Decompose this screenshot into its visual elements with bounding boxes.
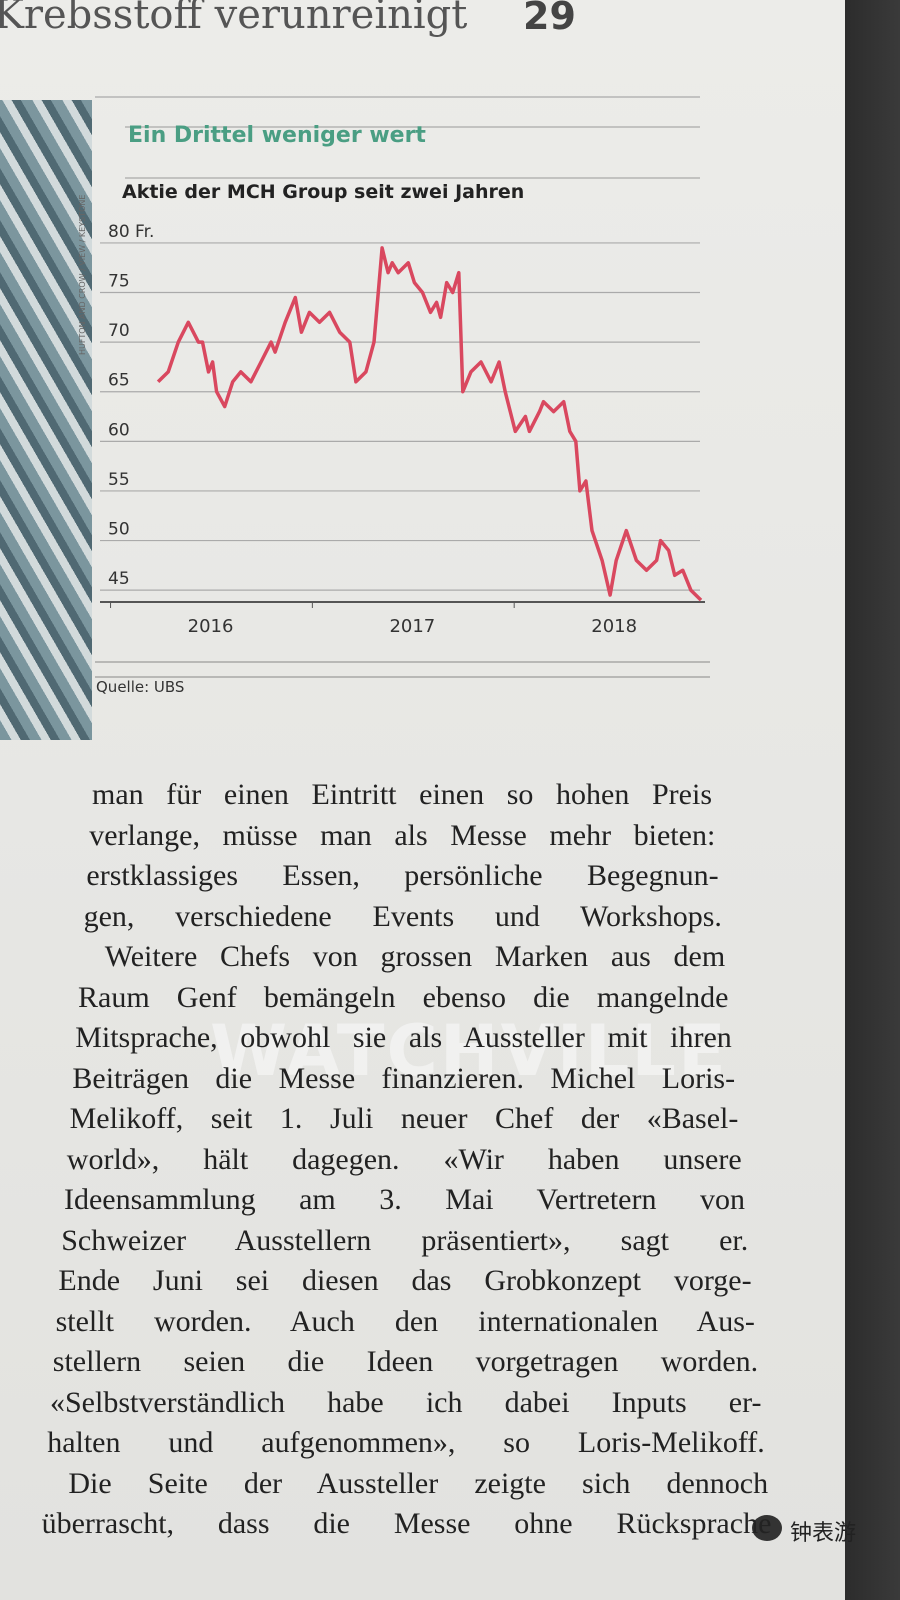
article-line: man für einen Eintritt einen so hohen Pr… bbox=[92, 778, 712, 811]
chart-title: Ein Drittel weniger wert bbox=[128, 123, 426, 148]
article-line: Die Seite der Aussteller zeigte sich den… bbox=[68, 1466, 769, 1500]
y-tick-label: 65 bbox=[108, 371, 130, 391]
article-line: Raum Genf bemängeln ebenso die mangelnde bbox=[78, 980, 729, 1014]
y-tick-label: 55 bbox=[108, 470, 130, 490]
x-tick-label: 2016 bbox=[188, 616, 234, 637]
y-tick-label: 75 bbox=[108, 272, 130, 292]
x-tick-label: 2018 bbox=[591, 616, 637, 637]
chart-subtitle: Aktie der MCH Group seit zwei Jahren bbox=[122, 181, 524, 203]
y-tick-label: 60 bbox=[108, 420, 130, 440]
article-line: Melikoff, seit 1. Juli neuer Chef der «B… bbox=[69, 1102, 739, 1135]
watermark: WATCHVILLE bbox=[210, 1010, 728, 1092]
article-line: Beiträgen die Messe finanzieren. Michel … bbox=[72, 1061, 736, 1095]
article-line: Mitsprache, obwohl sie als Aussteller mi… bbox=[75, 1021, 732, 1054]
article-line: «Selbstverständlich habe ich dabei Input… bbox=[50, 1385, 762, 1419]
chart: Ein Drittel weniger wert Aktie der MCH G… bbox=[95, 96, 710, 696]
article-line: Ende Juni sei diesen das Grobkonzept vor… bbox=[58, 1264, 752, 1297]
article-line: erstklassiges Essen, persönliche Begegnu… bbox=[86, 859, 719, 892]
brand: 钟表游 bbox=[790, 1521, 857, 1546]
y-tick-label: 50 bbox=[108, 520, 130, 540]
x-tick-label: 2017 bbox=[389, 616, 435, 637]
source: Quelle: UBS bbox=[96, 678, 184, 696]
article-line: Schweizer Ausstellern präsentiert», sagt… bbox=[61, 1223, 749, 1257]
article-line: Ideensammlung am 3. Mai Vertretern von bbox=[64, 1183, 745, 1216]
y-tick-label: 70 bbox=[108, 321, 130, 341]
logo bbox=[752, 1515, 782, 1541]
y-tick-label: 80 Fr. bbox=[108, 222, 154, 242]
price-line bbox=[156, 246, 703, 602]
article-line: halten und aufgenommen», so Loris-Meliko… bbox=[47, 1426, 765, 1459]
headline: Krebsstoff verunreinigt bbox=[0, 0, 468, 38]
photo bbox=[0, 100, 92, 740]
article-line: überrascht, dass die Messe ohne Rückspra… bbox=[41, 1507, 772, 1540]
article-line: stellern seien die Ideen vorgetragen wor… bbox=[52, 1345, 759, 1378]
newspaper bbox=[0, 0, 845, 1600]
y-tick-label: 45 bbox=[108, 569, 130, 589]
page-number: 29 bbox=[523, 0, 576, 38]
article-line: stellt worden. Auch den internationalen … bbox=[55, 1304, 755, 1338]
article-line: verlange, müsse man als Messe mehr biete… bbox=[89, 818, 716, 852]
article-line: Weitere Chefs von grossen Marken aus dem bbox=[104, 940, 726, 973]
article-line: world», hält dagegen. «Wir haben unsere bbox=[66, 1142, 742, 1176]
article-line: gen, verschiedene Events und Workshops. bbox=[83, 899, 722, 933]
